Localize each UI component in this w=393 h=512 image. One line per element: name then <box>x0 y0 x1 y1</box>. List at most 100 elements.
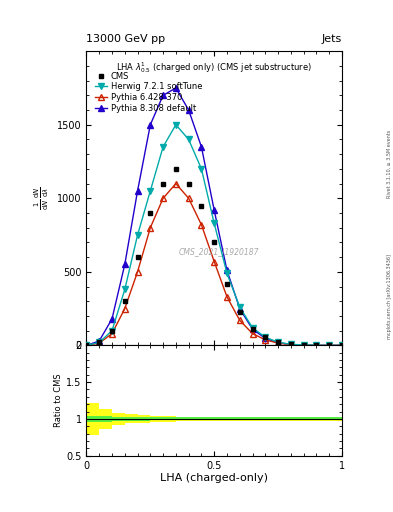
Bar <box>227 417 240 420</box>
Herwig 7.2.1 softTune <box>174 122 178 128</box>
Pythia 6.428 370 <box>135 269 140 275</box>
Bar <box>329 417 342 421</box>
Text: mcplots.cern.ch [arXiv:1306.3436]: mcplots.cern.ch [arXiv:1306.3436] <box>387 254 391 339</box>
Pythia 6.428 370 <box>340 343 344 349</box>
Bar <box>291 417 304 420</box>
Bar <box>163 417 176 420</box>
Pythia 8.308 default <box>110 316 114 322</box>
Bar <box>189 417 202 421</box>
Pythia 8.308 default <box>186 107 191 113</box>
Pythia 6.428 370 <box>314 343 319 349</box>
Bar <box>189 417 202 420</box>
Herwig 7.2.1 softTune <box>327 343 332 349</box>
Herwig 7.2.1 softTune <box>263 334 268 340</box>
Line: Herwig 7.2.1 softTune: Herwig 7.2.1 softTune <box>84 122 345 348</box>
Herwig 7.2.1 softTune <box>110 328 114 334</box>
Bar <box>316 417 329 421</box>
Pythia 6.428 370 <box>301 342 306 348</box>
Bar <box>214 417 227 420</box>
Pythia 8.308 default <box>288 342 293 348</box>
Bar <box>176 417 189 421</box>
Herwig 7.2.1 softTune <box>225 270 230 276</box>
Pythia 6.428 370 <box>148 225 152 231</box>
Herwig 7.2.1 softTune <box>237 304 242 310</box>
CMS <box>301 342 306 348</box>
Pythia 6.428 370 <box>225 294 230 300</box>
Line: Pythia 6.428 370: Pythia 6.428 370 <box>84 181 345 348</box>
Bar <box>304 417 316 421</box>
CMS <box>161 181 165 187</box>
Text: CMS_2021_I1920187: CMS_2021_I1920187 <box>179 247 259 255</box>
Pythia 6.428 370 <box>110 331 114 337</box>
Bar <box>163 416 176 422</box>
CMS <box>123 298 127 304</box>
Herwig 7.2.1 softTune <box>148 188 152 194</box>
Bar <box>99 409 112 429</box>
Bar <box>278 417 291 420</box>
CMS <box>276 338 281 345</box>
Bar <box>112 417 125 421</box>
Herwig 7.2.1 softTune <box>186 136 191 142</box>
Herwig 7.2.1 softTune <box>314 342 319 348</box>
Text: Jets: Jets <box>321 33 342 44</box>
Herwig 7.2.1 softTune <box>301 342 306 348</box>
Pythia 8.308 default <box>123 262 127 268</box>
Legend: CMS, Herwig 7.2.1 softTune, Pythia 6.428 370, Pythia 8.308 default: CMS, Herwig 7.2.1 softTune, Pythia 6.428… <box>92 69 206 116</box>
Herwig 7.2.1 softTune <box>97 339 101 346</box>
Pythia 8.308 default <box>301 342 306 348</box>
Pythia 8.308 default <box>314 343 319 349</box>
Bar <box>112 413 125 425</box>
Bar <box>227 417 240 421</box>
CMS <box>250 326 255 332</box>
Bar <box>86 403 99 435</box>
Pythia 8.308 default <box>263 335 268 342</box>
Bar <box>202 417 214 421</box>
Bar <box>125 415 138 423</box>
Bar <box>278 417 291 421</box>
Pythia 8.308 default <box>174 85 178 91</box>
Bar <box>291 417 304 421</box>
Herwig 7.2.1 softTune <box>212 220 217 226</box>
CMS <box>186 181 191 187</box>
Herwig 7.2.1 softTune <box>161 144 165 150</box>
CMS <box>212 239 217 245</box>
Pythia 6.428 370 <box>212 259 217 265</box>
Pythia 8.308 default <box>97 338 101 344</box>
Herwig 7.2.1 softTune <box>288 342 293 348</box>
Pythia 6.428 370 <box>186 195 191 201</box>
CMS <box>110 328 114 334</box>
Pythia 8.308 default <box>84 343 89 349</box>
Pythia 6.428 370 <box>97 340 101 346</box>
Pythia 6.428 370 <box>199 222 204 228</box>
Bar <box>176 417 189 420</box>
Bar <box>86 416 99 422</box>
Pythia 6.428 370 <box>174 181 178 187</box>
Pythia 8.308 default <box>199 144 204 150</box>
Bar <box>150 417 163 420</box>
Bar <box>214 417 227 421</box>
CMS <box>340 343 344 349</box>
Line: Pythia 8.308 default: Pythia 8.308 default <box>84 85 345 348</box>
Bar <box>138 417 151 421</box>
Bar <box>99 416 112 422</box>
Herwig 7.2.1 softTune <box>250 325 255 331</box>
CMS <box>288 341 293 347</box>
Bar <box>240 417 253 420</box>
Pythia 6.428 370 <box>288 342 293 348</box>
Herwig 7.2.1 softTune <box>135 232 140 238</box>
Pythia 6.428 370 <box>250 331 255 337</box>
Pythia 8.308 default <box>237 306 242 312</box>
Bar <box>125 417 138 421</box>
Bar <box>316 417 329 420</box>
CMS <box>148 210 152 216</box>
Pythia 8.308 default <box>212 207 217 213</box>
Bar <box>240 417 253 421</box>
Pythia 8.308 default <box>276 339 281 346</box>
Pythia 6.428 370 <box>327 343 332 349</box>
Herwig 7.2.1 softTune <box>199 166 204 172</box>
CMS <box>237 308 242 314</box>
CMS <box>225 281 230 287</box>
Line: CMS: CMS <box>84 167 344 348</box>
Pythia 6.428 370 <box>263 337 268 343</box>
CMS <box>327 343 332 349</box>
